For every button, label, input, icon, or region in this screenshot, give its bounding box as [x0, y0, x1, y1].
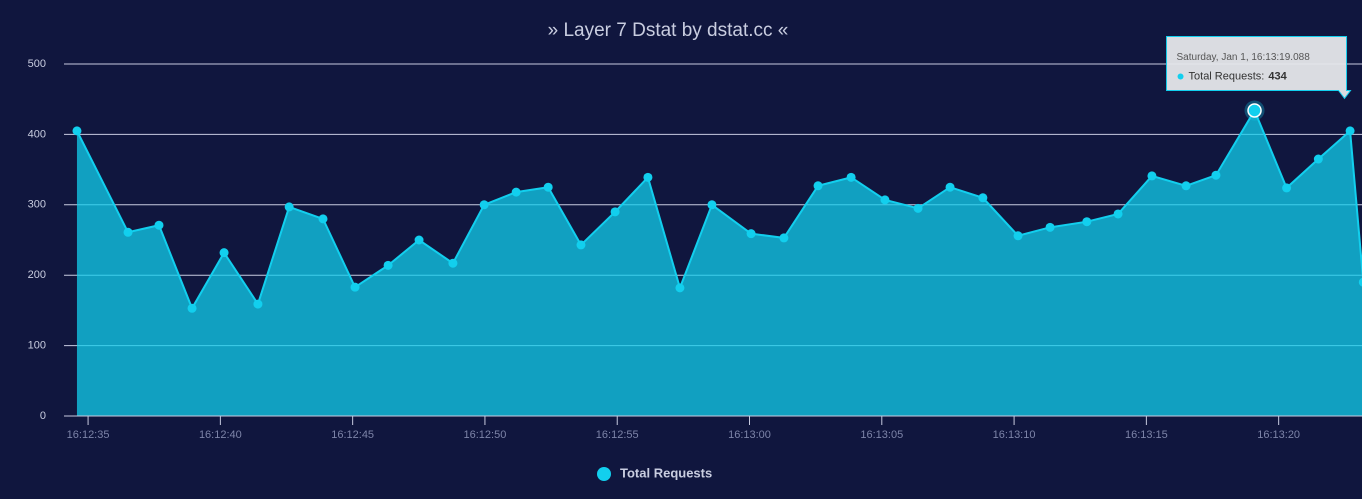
plot-area	[72, 105, 1362, 416]
point[interactable]	[72, 126, 82, 136]
point[interactable]	[123, 227, 133, 237]
y-tick-label: 0	[40, 410, 46, 422]
x-tick-label: 16:12:35	[67, 429, 110, 441]
y-tick-label: 500	[28, 58, 46, 70]
point[interactable]	[383, 260, 393, 270]
axes: 0 100 200 300 400 500 16:12:35 16:12:40 16:12:45…	[28, 58, 1362, 441]
tooltip: Saturday, Jan 1, 16:13:19.088 Total Reque…	[1166, 35, 1352, 121]
point[interactable]	[746, 229, 756, 239]
point[interactable]	[1013, 231, 1023, 241]
point[interactable]	[978, 193, 988, 203]
point[interactable]	[1211, 170, 1221, 180]
point[interactable]	[414, 235, 424, 245]
point[interactable]	[350, 282, 360, 292]
point[interactable]	[1313, 154, 1323, 164]
point[interactable]	[448, 258, 458, 268]
point[interactable]	[1181, 181, 1191, 191]
area-fill	[76, 110, 1362, 416]
point[interactable]	[187, 303, 197, 313]
point[interactable]	[219, 248, 229, 258]
point[interactable]	[1282, 183, 1292, 193]
point[interactable]	[1345, 126, 1355, 136]
point[interactable]	[284, 202, 294, 212]
point[interactable]	[913, 203, 923, 213]
point[interactable]	[318, 214, 328, 224]
legend-marker[interactable]	[597, 467, 611, 481]
legend[interactable]: Total Requests	[597, 465, 712, 481]
x-tick-label: 16:13:10	[993, 429, 1036, 441]
y-tick-label: 400	[28, 128, 46, 140]
point[interactable]	[576, 240, 586, 250]
point[interactable]	[643, 172, 653, 182]
point[interactable]	[543, 182, 553, 192]
tooltip-series: Total Requests:	[1189, 70, 1265, 82]
tooltip-label: Total Requests: 434	[1189, 70, 1288, 82]
point[interactable]	[253, 299, 263, 309]
point[interactable]	[779, 233, 789, 243]
x-tick-label: 16:13:20	[1257, 429, 1300, 441]
point[interactable]	[1147, 171, 1157, 181]
tooltip-box	[1166, 35, 1352, 100]
x-tick-label: 16:13:05	[860, 429, 903, 441]
point[interactable]	[154, 220, 164, 230]
point[interactable]	[707, 200, 717, 210]
point[interactable]	[479, 200, 489, 210]
x-tick-label: 16:12:55	[596, 429, 639, 441]
point[interactable]	[1358, 277, 1362, 287]
tooltip-marker	[1177, 73, 1184, 80]
point[interactable]	[813, 181, 823, 191]
y-tick-label: 200	[28, 269, 46, 281]
point[interactable]	[1082, 217, 1092, 227]
chart-title: » Layer 7 Dstat by dstat.cc «	[548, 20, 789, 41]
x-tick-label: 16:13:15	[1125, 429, 1168, 441]
tooltip-header: Saturday, Jan 1, 16:13:19.088	[1177, 52, 1311, 63]
tooltip-value: 434	[1268, 70, 1287, 82]
point[interactable]	[675, 283, 685, 293]
line	[76, 108, 1362, 311]
x-tick-label: 16:13:00	[728, 429, 771, 441]
y-tick-label: 300	[28, 199, 46, 211]
point[interactable]	[846, 172, 856, 182]
x-tick-label: 16:12:45	[331, 429, 374, 441]
x-tick-label: 16:12:50	[464, 429, 507, 441]
legend-label[interactable]: Total Requests	[620, 465, 712, 480]
point[interactable]	[511, 187, 521, 197]
point[interactable]	[610, 207, 620, 217]
x-tick-label: 16:12:40	[199, 429, 242, 441]
point[interactable]	[880, 195, 890, 205]
point[interactable]	[1113, 209, 1123, 219]
hover-point	[1247, 103, 1262, 118]
point[interactable]	[1045, 222, 1055, 232]
point[interactable]	[945, 182, 955, 192]
y-tick-label: 100	[28, 340, 46, 352]
